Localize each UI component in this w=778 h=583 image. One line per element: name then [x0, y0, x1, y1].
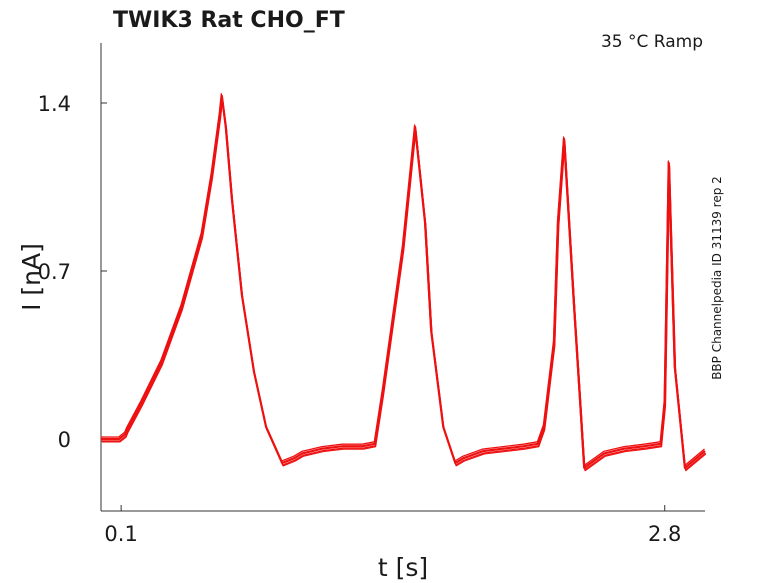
current-trace-repeat — [100, 93, 705, 467]
chart-title: TWIK3 Rat CHO_FT — [113, 8, 345, 33]
x-tick-label: 0.1 — [104, 522, 137, 546]
y-tick-label: 0 — [58, 428, 71, 452]
plot-area — [100, 93, 707, 472]
ticks: 0.1 2.8 0 0.7 1.4 — [38, 92, 682, 546]
x-axis-label: t [s] — [378, 553, 428, 582]
current-trace-repeat — [101, 98, 707, 472]
x-tick-label: 2.8 — [648, 522, 681, 546]
y-tick-label: 0.7 — [38, 260, 71, 284]
current-trace-repeat — [101, 97, 707, 471]
y-axis-label: I [nA] — [17, 243, 46, 311]
chart-subtitle: 35 °C Ramp — [601, 32, 703, 52]
axes — [100, 43, 705, 512]
y-tick-label: 1.4 — [38, 92, 71, 116]
side-label: BBP Channelpedia ID 31139 rep 2 — [710, 176, 724, 380]
current-trace — [101, 94, 706, 469]
